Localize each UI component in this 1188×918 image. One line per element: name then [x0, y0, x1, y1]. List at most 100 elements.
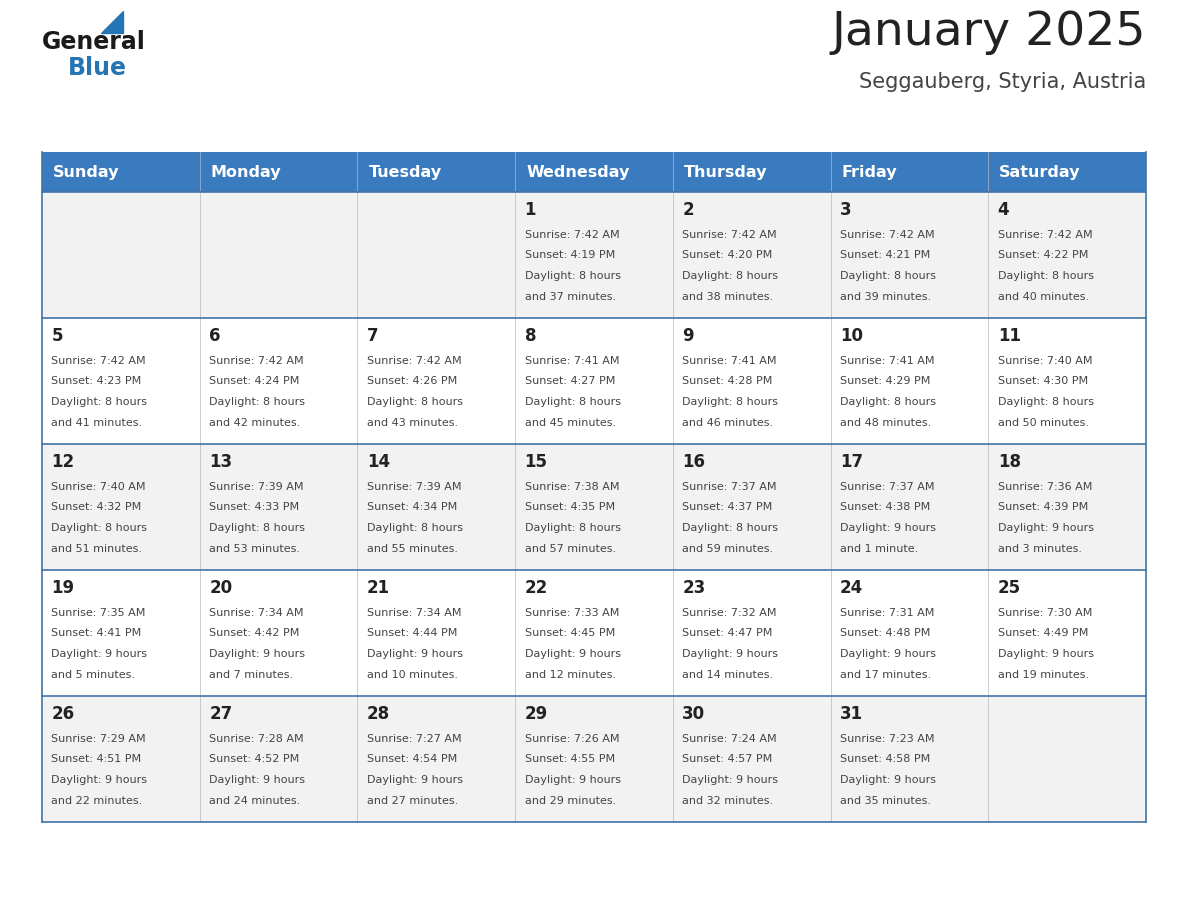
- Text: Sunrise: 7:28 AM: Sunrise: 7:28 AM: [209, 734, 304, 744]
- Text: Sunset: 4:30 PM: Sunset: 4:30 PM: [998, 376, 1088, 386]
- Text: Sunrise: 7:33 AM: Sunrise: 7:33 AM: [525, 608, 619, 618]
- Text: Sunset: 4:28 PM: Sunset: 4:28 PM: [682, 376, 772, 386]
- Text: 24: 24: [840, 579, 864, 597]
- Bar: [42, 192, 1146, 318]
- Text: Sunrise: 7:42 AM: Sunrise: 7:42 AM: [209, 356, 304, 366]
- Text: Daylight: 8 hours: Daylight: 8 hours: [51, 397, 147, 407]
- Text: Sunrise: 7:32 AM: Sunrise: 7:32 AM: [682, 608, 777, 618]
- Text: and 59 minutes.: and 59 minutes.: [682, 543, 773, 554]
- Text: Sunset: 4:21 PM: Sunset: 4:21 PM: [840, 251, 930, 261]
- Text: Sunrise: 7:23 AM: Sunrise: 7:23 AM: [840, 734, 935, 744]
- Text: Daylight: 9 hours: Daylight: 9 hours: [998, 649, 1094, 659]
- Text: and 22 minutes.: and 22 minutes.: [51, 796, 143, 805]
- Text: Sunset: 4:55 PM: Sunset: 4:55 PM: [525, 755, 614, 765]
- Text: and 50 minutes.: and 50 minutes.: [998, 418, 1088, 428]
- Text: Tuesday: Tuesday: [368, 164, 442, 180]
- Text: Sunset: 4:38 PM: Sunset: 4:38 PM: [840, 502, 930, 512]
- Text: and 39 minutes.: and 39 minutes.: [840, 292, 931, 301]
- Text: Sunset: 4:34 PM: Sunset: 4:34 PM: [367, 502, 457, 512]
- Text: Sunrise: 7:34 AM: Sunrise: 7:34 AM: [367, 608, 461, 618]
- Text: Sunset: 4:19 PM: Sunset: 4:19 PM: [525, 251, 615, 261]
- Text: and 17 minutes.: and 17 minutes.: [840, 669, 931, 679]
- Text: Sunset: 4:57 PM: Sunset: 4:57 PM: [682, 755, 772, 765]
- Text: 22: 22: [525, 579, 548, 597]
- Text: Sunrise: 7:40 AM: Sunrise: 7:40 AM: [998, 356, 1092, 366]
- Text: Sunset: 4:48 PM: Sunset: 4:48 PM: [840, 629, 930, 639]
- Text: Sunrise: 7:39 AM: Sunrise: 7:39 AM: [367, 482, 461, 492]
- Text: Daylight: 8 hours: Daylight: 8 hours: [51, 523, 147, 533]
- Text: and 46 minutes.: and 46 minutes.: [682, 418, 773, 428]
- Text: Seggauberg, Styria, Austria: Seggauberg, Styria, Austria: [859, 72, 1146, 92]
- Text: Sunrise: 7:36 AM: Sunrise: 7:36 AM: [998, 482, 1092, 492]
- Text: Saturday: Saturday: [999, 164, 1081, 180]
- Text: Sunset: 4:24 PM: Sunset: 4:24 PM: [209, 376, 299, 386]
- Text: Daylight: 9 hours: Daylight: 9 hours: [998, 523, 1094, 533]
- Text: General: General: [42, 30, 146, 54]
- Text: Daylight: 9 hours: Daylight: 9 hours: [51, 649, 147, 659]
- Text: 25: 25: [998, 579, 1020, 597]
- Text: Sunrise: 7:42 AM: Sunrise: 7:42 AM: [51, 356, 146, 366]
- Text: Daylight: 8 hours: Daylight: 8 hours: [998, 271, 1094, 281]
- Text: Daylight: 8 hours: Daylight: 8 hours: [209, 397, 305, 407]
- Text: Monday: Monday: [210, 164, 282, 180]
- Text: Friday: Friday: [841, 164, 897, 180]
- Text: Sunrise: 7:41 AM: Sunrise: 7:41 AM: [682, 356, 777, 366]
- Text: 1: 1: [525, 201, 536, 219]
- Text: 27: 27: [209, 705, 233, 723]
- Text: and 19 minutes.: and 19 minutes.: [998, 669, 1089, 679]
- Text: 15: 15: [525, 453, 548, 471]
- Text: 13: 13: [209, 453, 233, 471]
- Text: Sunset: 4:49 PM: Sunset: 4:49 PM: [998, 629, 1088, 639]
- Text: Sunset: 4:45 PM: Sunset: 4:45 PM: [525, 629, 615, 639]
- Polygon shape: [101, 10, 124, 32]
- Text: Daylight: 9 hours: Daylight: 9 hours: [367, 649, 463, 659]
- Text: Sunrise: 7:27 AM: Sunrise: 7:27 AM: [367, 734, 461, 744]
- Text: 28: 28: [367, 705, 390, 723]
- Text: and 10 minutes.: and 10 minutes.: [367, 669, 457, 679]
- Text: and 51 minutes.: and 51 minutes.: [51, 543, 143, 554]
- Text: Daylight: 9 hours: Daylight: 9 hours: [840, 775, 936, 785]
- Text: and 35 minutes.: and 35 minutes.: [840, 796, 931, 805]
- Text: Daylight: 8 hours: Daylight: 8 hours: [209, 523, 305, 533]
- Text: Daylight: 8 hours: Daylight: 8 hours: [525, 271, 620, 281]
- Text: Sunrise: 7:42 AM: Sunrise: 7:42 AM: [998, 230, 1093, 240]
- Text: Daylight: 9 hours: Daylight: 9 hours: [209, 775, 305, 785]
- Text: 17: 17: [840, 453, 864, 471]
- Bar: [42, 152, 1146, 192]
- Text: Sunset: 4:26 PM: Sunset: 4:26 PM: [367, 376, 457, 386]
- Text: 4: 4: [998, 201, 1010, 219]
- Text: Sunrise: 7:41 AM: Sunrise: 7:41 AM: [525, 356, 619, 366]
- Text: Sunset: 4:42 PM: Sunset: 4:42 PM: [209, 629, 299, 639]
- Text: Sunrise: 7:24 AM: Sunrise: 7:24 AM: [682, 734, 777, 744]
- Text: Sunrise: 7:42 AM: Sunrise: 7:42 AM: [840, 230, 935, 240]
- Text: and 41 minutes.: and 41 minutes.: [51, 418, 143, 428]
- Text: Thursday: Thursday: [684, 164, 767, 180]
- Text: Blue: Blue: [68, 55, 126, 80]
- Text: Daylight: 8 hours: Daylight: 8 hours: [682, 397, 778, 407]
- Text: and 5 minutes.: and 5 minutes.: [51, 669, 135, 679]
- Bar: [42, 318, 1146, 444]
- Text: Daylight: 8 hours: Daylight: 8 hours: [682, 523, 778, 533]
- Text: and 12 minutes.: and 12 minutes.: [525, 669, 615, 679]
- Text: Sunrise: 7:42 AM: Sunrise: 7:42 AM: [367, 356, 461, 366]
- Text: Sunset: 4:58 PM: Sunset: 4:58 PM: [840, 755, 930, 765]
- Text: Sunrise: 7:38 AM: Sunrise: 7:38 AM: [525, 482, 619, 492]
- Text: Daylight: 8 hours: Daylight: 8 hours: [525, 523, 620, 533]
- Text: 18: 18: [998, 453, 1020, 471]
- Text: 11: 11: [998, 327, 1020, 345]
- Text: Daylight: 9 hours: Daylight: 9 hours: [840, 649, 936, 659]
- Text: Sunset: 4:39 PM: Sunset: 4:39 PM: [998, 502, 1088, 512]
- Text: and 1 minute.: and 1 minute.: [840, 543, 918, 554]
- Text: and 29 minutes.: and 29 minutes.: [525, 796, 615, 805]
- Text: 23: 23: [682, 579, 706, 597]
- Text: and 14 minutes.: and 14 minutes.: [682, 669, 773, 679]
- Text: Sunrise: 7:35 AM: Sunrise: 7:35 AM: [51, 608, 146, 618]
- Text: Sunset: 4:52 PM: Sunset: 4:52 PM: [209, 755, 299, 765]
- Text: Daylight: 9 hours: Daylight: 9 hours: [840, 523, 936, 533]
- Text: and 53 minutes.: and 53 minutes.: [209, 543, 301, 554]
- Text: Sunset: 4:44 PM: Sunset: 4:44 PM: [367, 629, 457, 639]
- Text: 2: 2: [682, 201, 694, 219]
- Text: January 2025: January 2025: [832, 10, 1146, 55]
- Text: Daylight: 8 hours: Daylight: 8 hours: [367, 523, 463, 533]
- Text: Sunset: 4:54 PM: Sunset: 4:54 PM: [367, 755, 457, 765]
